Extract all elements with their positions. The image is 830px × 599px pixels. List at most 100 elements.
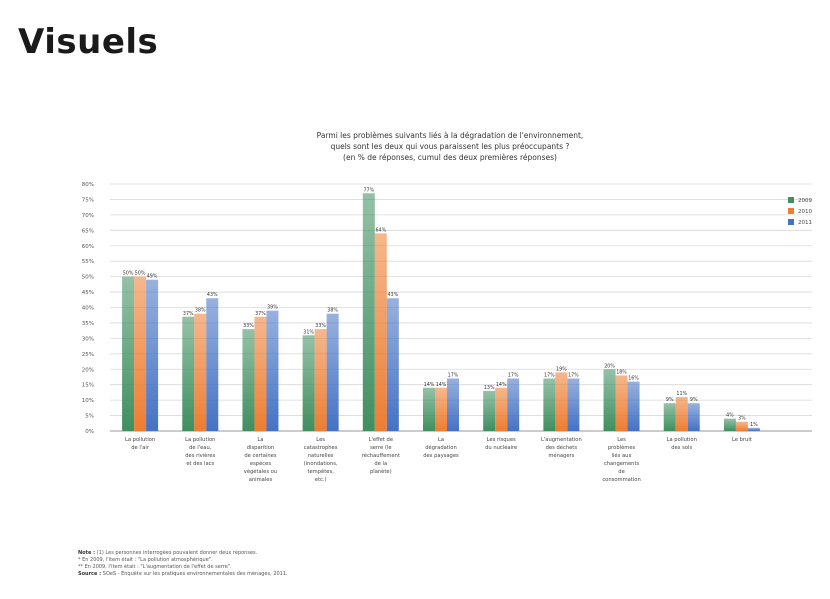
bar-chart: Parmi les problèmes suivants liés à la d… [72, 120, 827, 598]
x-tick-label: végétales ou [244, 468, 277, 475]
bar-2010-6 [435, 387, 447, 431]
x-tick-label: naturelles [308, 453, 334, 459]
y-tick-label: 5% [85, 414, 94, 420]
x-tick-label: tempêtes, [307, 468, 334, 475]
bar-2011-9 [627, 381, 640, 431]
data-label: 1% [750, 422, 758, 428]
data-label: 64% [375, 227, 386, 233]
y-tick-label: 0% [85, 429, 94, 435]
x-tick-label: catastrophes [304, 445, 338, 451]
bar-2010-8 [555, 372, 568, 431]
x-tick-label: espèces [250, 460, 271, 467]
bar-2009-4 [302, 335, 315, 431]
y-tick-label: 10% [82, 398, 94, 404]
data-label: 43% [387, 292, 398, 298]
x-tick-label: ménagers [548, 452, 574, 459]
x-tick-label: changements [604, 461, 640, 467]
chart-svg: Parmi les problèmes suivants liés à la d… [82, 131, 813, 483]
note-line-2: * En 2009, l'item était : "La pollution … [78, 557, 213, 563]
x-tick-label: etc.) [315, 477, 327, 483]
bar-2010-3 [254, 316, 267, 431]
note-line-4: Source : SOeS - Enquête sur les pratique… [78, 571, 288, 577]
x-tick-label: des paysages [423, 453, 459, 459]
x-tick-label: Les risques [487, 437, 516, 443]
x-tick-label: de la [374, 461, 387, 467]
note-line-1: Note : (1) Les personnes interrogées pou… [78, 550, 258, 556]
x-tick-label: L'augmentation [541, 437, 582, 443]
data-label: 3% [738, 416, 746, 422]
chart-notes: Note : (1) Les personnes interrogées pou… [78, 550, 818, 578]
y-tick-label: 20% [82, 367, 94, 373]
bar-2009-1 [122, 276, 135, 431]
y-tick-label: 30% [82, 336, 94, 342]
x-tick-label: Les [617, 437, 626, 443]
legend-label-2009: 2009 [798, 198, 812, 204]
data-label: 14% [496, 382, 507, 388]
data-label: 50% [135, 271, 146, 277]
bar-2011-8 [567, 378, 580, 431]
data-label: 13% [484, 385, 495, 391]
data-label: 37% [183, 311, 194, 317]
data-label: 17% [448, 373, 459, 379]
data-label: 20% [604, 363, 615, 369]
x-tick-label: planète) [370, 468, 392, 475]
data-label: 37% [255, 311, 266, 317]
data-label: 9% [666, 397, 674, 403]
x-tick-label: L'effet de [369, 437, 393, 443]
chart-title-line-1: Parmi les problèmes suivants liés à la d… [317, 131, 584, 140]
x-tick-label: réchauffement [362, 452, 400, 459]
bar-2009-5 [362, 193, 375, 431]
y-tick-label: 65% [82, 228, 94, 234]
legend-swatch-2010 [788, 208, 794, 214]
x-tick-label: de [618, 469, 624, 475]
y-tick-label: 40% [82, 306, 94, 312]
x-tick-label: Le bruit [732, 437, 752, 443]
x-tick-label: animales [249, 477, 273, 483]
page-title: Visuels [18, 22, 159, 62]
y-tick-label: 70% [82, 213, 94, 219]
x-tick-label: La pollution [185, 437, 215, 443]
x-tick-label: serre (le [370, 445, 391, 451]
bar-2009-6 [423, 387, 435, 431]
bar-2011-11 [747, 427, 760, 431]
y-tick-label: 50% [82, 275, 94, 281]
x-tick-label: de certaines [244, 453, 276, 459]
x-tick-label: Les [316, 437, 325, 443]
bar-2010-2 [194, 313, 207, 431]
x-tick-label: des sols [671, 445, 692, 451]
y-tick-label: 35% [82, 321, 94, 327]
bar-2010-9 [615, 375, 628, 431]
data-label: 17% [568, 373, 579, 379]
data-label: 33% [315, 323, 326, 329]
x-tick-label: dégradation [425, 444, 457, 451]
bar-2009-10 [663, 403, 676, 431]
bar-2011-3 [266, 310, 279, 431]
bar-2011-1 [146, 279, 159, 431]
bar-2011-10 [687, 403, 700, 431]
bar-2009-11 [723, 418, 736, 431]
data-label: 9% [690, 397, 698, 403]
x-tick-label: La [438, 437, 444, 443]
note-line-3: ** En 2009, l'item était : "L'augmentati… [78, 564, 232, 570]
data-label: 31% [303, 329, 314, 335]
bar-2010-10 [675, 397, 688, 431]
bar-2009-8 [543, 378, 556, 431]
bar-2010-5 [374, 233, 387, 431]
x-tick-label: des rivières [185, 452, 215, 459]
x-tick-label: consommation [602, 477, 640, 483]
x-tick-label: du nucléaire [485, 444, 517, 451]
data-label: 33% [243, 323, 254, 329]
data-label: 14% [436, 382, 447, 388]
bar-2009-2 [182, 316, 195, 431]
x-tick-label: La pollution [125, 437, 155, 443]
x-tick-label: disparition [247, 445, 274, 451]
legend-label-2010: 2010 [798, 209, 812, 215]
x-tick-label: (inondations, [304, 461, 338, 467]
x-tick-label: problèmes [608, 444, 636, 451]
data-label: 17% [544, 373, 555, 379]
legend-swatch-2011 [788, 219, 794, 225]
x-tick-label: La pollution [667, 437, 697, 443]
y-tick-label: 80% [82, 182, 94, 188]
x-tick-label: de l'eau, [189, 445, 212, 451]
data-label: 49% [147, 274, 158, 280]
